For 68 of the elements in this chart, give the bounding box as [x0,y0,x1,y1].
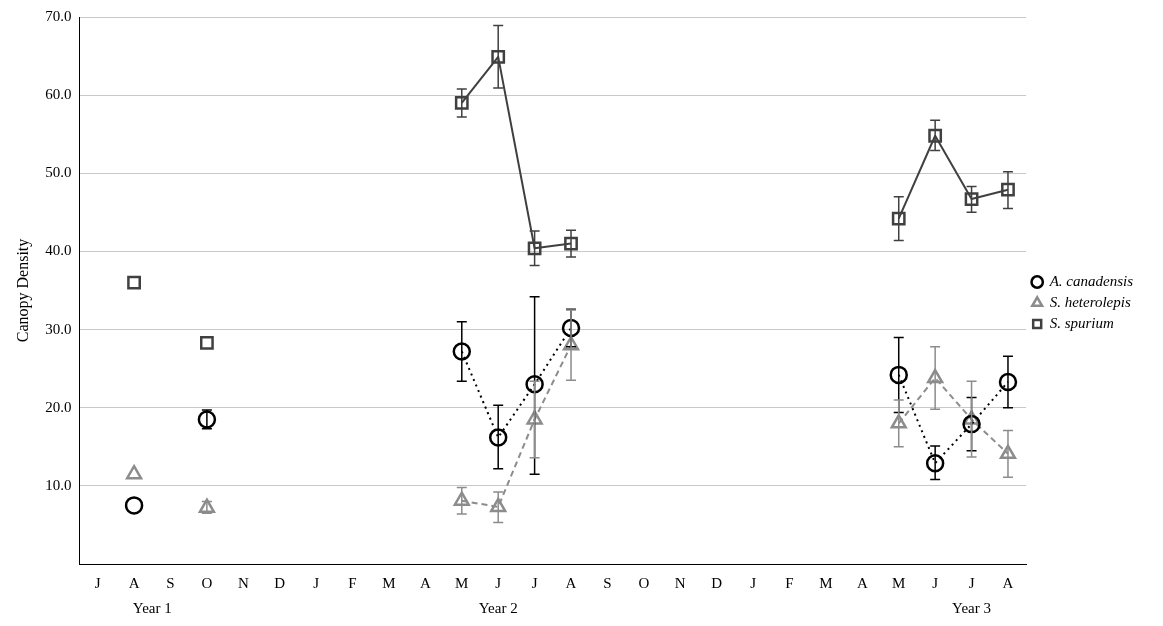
point [525,375,544,394]
point [125,464,143,480]
y-tick-label: 60.0 [45,86,72,103]
x-tick-label: J [750,574,757,591]
point [526,410,543,425]
x-tick-label: M [892,574,906,591]
x-tick-label: O [638,574,650,591]
x-tick-label: O [201,574,213,591]
point [124,496,144,515]
x-tick-label: M [819,574,833,591]
x-tick-label: A [128,574,140,591]
point [889,365,908,385]
x-tick-label: J [94,574,101,591]
y-tick-label: 10.0 [45,476,72,493]
x-tick-label: J [313,574,320,591]
point [197,410,217,429]
y-tick-label: 70.0 [45,7,72,24]
point [127,275,141,290]
x-tick-label: D [274,574,286,591]
x-tick-label: J [932,574,939,591]
x-tick-label: J [531,574,538,591]
x-tick-label: M [382,574,396,591]
x-tick-label: A [419,574,431,591]
legend-label: A. canadensis [1048,272,1134,289]
point [928,128,943,143]
point [453,491,470,506]
x-tick-label: J [495,574,502,591]
point [199,335,214,350]
point [491,49,506,64]
point [999,444,1017,460]
x-tick-label: D [711,574,723,591]
x-tick-label: F [785,574,794,591]
x-tick-label: N [237,574,249,591]
y-tick-label: 40.0 [45,242,72,259]
point [452,342,472,361]
legend-label: S. spurium [1049,314,1115,331]
point [562,335,580,351]
x-tick-label: A [1002,574,1014,591]
point [1001,182,1015,197]
y-tick-label: 50.0 [45,164,72,181]
x-tick-label: N [674,574,686,591]
point [527,241,542,256]
x-tick-label: F [348,574,357,591]
point [890,414,907,429]
text: Year 2 [478,600,518,617]
point [962,414,981,434]
point [490,497,507,513]
x-tick-label: S [603,574,612,591]
x-tick-label: S [166,574,175,591]
legend-label: S. heterolepis [1049,293,1131,310]
point [964,192,979,206]
text: Year 3 [952,600,992,617]
y-tick-label: 30.0 [45,320,72,337]
x-tick-label: A [856,574,868,591]
point [891,211,906,226]
x-tick-label: J [968,574,975,591]
point [926,368,944,384]
point [488,428,508,447]
point [454,96,469,110]
point [561,318,581,338]
text: Year 1 [132,600,172,617]
x-tick-label: A [565,574,577,591]
point [564,236,578,251]
y-tick-label: 20.0 [45,398,72,415]
y-axis-title: Canopy Density [13,238,32,343]
x-tick-label: M [455,574,469,591]
point [998,372,1018,392]
point [925,453,945,473]
